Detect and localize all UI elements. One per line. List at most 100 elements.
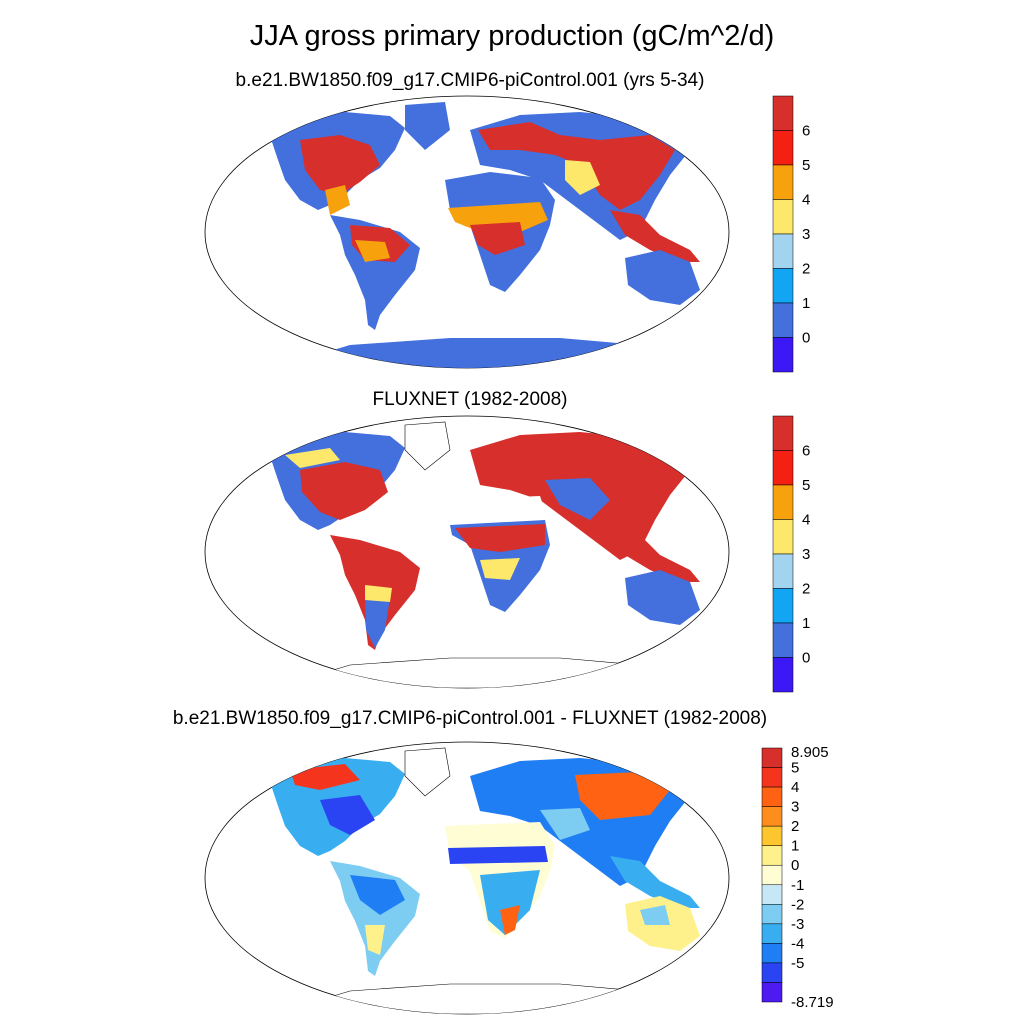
panel2-subtitle: FLUXNET (1982-2008) bbox=[372, 389, 568, 410]
panel3-colorbar-label: -3 bbox=[791, 916, 804, 933]
panel1-colorbar: 6 5 4 3 2 1 0 bbox=[772, 95, 810, 373]
p3-africa-band bbox=[448, 846, 548, 864]
p2-australia bbox=[625, 570, 700, 625]
panel1-colorbar-label: 4 bbox=[802, 192, 810, 209]
p3-eurasia-light bbox=[540, 808, 590, 840]
p1-australia bbox=[625, 250, 700, 305]
panel1-colorbar-label: 6 bbox=[802, 123, 810, 140]
p1-se-asia bbox=[610, 210, 700, 262]
p1-sa-orange bbox=[355, 240, 390, 262]
panel3-colorbar-label: 5 bbox=[791, 760, 799, 777]
p2-na-yellow bbox=[285, 448, 340, 468]
panel3-colorbar-label: -5 bbox=[791, 955, 804, 972]
panel1-colorbar-box bbox=[772, 268, 794, 304]
panel2-colorbar-label: 2 bbox=[802, 581, 810, 598]
panel1-colorbar-box bbox=[772, 95, 794, 131]
panel3-colorbar-box bbox=[761, 845, 783, 866]
panel2-colorbar-box bbox=[772, 588, 794, 624]
panel1-colorbar-box bbox=[772, 302, 794, 338]
panel3-colorbar-label: 3 bbox=[791, 799, 799, 816]
panel2-colorbar-box bbox=[772, 484, 794, 520]
p1-na-orange bbox=[325, 185, 350, 215]
p2-se-asia bbox=[610, 530, 700, 582]
p3-sa-yellow bbox=[365, 925, 385, 955]
p2-na-red bbox=[300, 462, 388, 520]
panel2-colorbar-box bbox=[772, 415, 794, 451]
panel1-subtitle: b.e21.BW1850.f09_g17.CMIP6-piControl.001… bbox=[235, 70, 705, 91]
panel1-colorbar-label: 2 bbox=[802, 261, 810, 278]
panel3-colorbar-box bbox=[761, 904, 783, 925]
p3-africa-hot bbox=[500, 905, 520, 935]
panel3-colorbar-box bbox=[761, 962, 783, 983]
panel1-colorbar-box bbox=[772, 199, 794, 235]
panel3-colorbar-box bbox=[761, 786, 783, 807]
p2-africa-red bbox=[455, 524, 545, 552]
panel3-colorbar-label: 2 bbox=[791, 818, 799, 835]
p3-na-red bbox=[290, 764, 360, 790]
panel3-colorbar-label: 4 bbox=[791, 779, 799, 796]
panel2-colorbar-box bbox=[772, 657, 794, 693]
panel3-colorbar-label: -1 bbox=[791, 877, 804, 894]
panel1-colorbar-label: 0 bbox=[802, 330, 810, 347]
panel2-colorbar-box bbox=[772, 553, 794, 589]
panel1-map bbox=[204, 95, 730, 369]
panel3-colorbar-box bbox=[761, 943, 783, 964]
panel3-colorbar-label: 1 bbox=[791, 838, 799, 855]
panel2-colorbar-label: 6 bbox=[802, 443, 810, 460]
p1-africa-band bbox=[448, 202, 548, 232]
panel3-colorbar-label: -2 bbox=[791, 896, 804, 913]
panel1-colorbar-box bbox=[772, 337, 794, 373]
panel1-colorbar-label: 5 bbox=[802, 157, 810, 174]
panel2-colorbar-label: 0 bbox=[802, 650, 810, 667]
p3-se-asia bbox=[610, 856, 700, 908]
panel1-colorbar-box bbox=[772, 164, 794, 200]
p1-na-red bbox=[300, 135, 380, 195]
panel2-colorbar-box bbox=[772, 519, 794, 555]
p3-greenland bbox=[404, 747, 451, 797]
p1-eurasia-yellow bbox=[565, 160, 600, 195]
panel1-colorbar-box bbox=[772, 130, 794, 166]
panel3-colorbar-label: -8.719 bbox=[791, 994, 834, 1011]
p3-africa-south bbox=[480, 870, 540, 935]
figure-title: JJA gross primary production (gC/m^2/d) bbox=[249, 20, 775, 52]
p2-sahara bbox=[445, 496, 548, 522]
panel2-colorbar-label: 5 bbox=[802, 477, 810, 494]
p2-africa-mid bbox=[480, 558, 520, 580]
p2-greenland bbox=[404, 421, 451, 471]
panel3-colorbar-box bbox=[761, 806, 783, 827]
p1-africa-red bbox=[470, 222, 525, 255]
panel2-colorbar-box bbox=[772, 622, 794, 658]
panel1-colorbar-label: 1 bbox=[802, 295, 810, 312]
p3-australia-blue bbox=[640, 905, 670, 925]
p3-eurasia-red bbox=[575, 772, 670, 820]
panel2-colorbar-label: 1 bbox=[802, 615, 810, 632]
panel3-colorbar-label: 8.905 bbox=[791, 744, 829, 761]
panel3-subtitle: b.e21.BW1850.f09_g17.CMIP6-piControl.001… bbox=[172, 708, 768, 729]
panel3-colorbar-box bbox=[761, 747, 783, 768]
panel2-colorbar-label: 4 bbox=[802, 512, 810, 529]
panel3-colorbar-box bbox=[761, 884, 783, 905]
p1-greenland bbox=[405, 102, 450, 150]
panel3-colorbar-label: -4 bbox=[791, 935, 804, 952]
p2-sa-yellow bbox=[365, 585, 392, 602]
panel3-colorbar-box bbox=[761, 767, 783, 788]
panel3-colorbar-label: 0 bbox=[791, 857, 799, 874]
panel1-colorbar-label: 3 bbox=[802, 226, 810, 243]
panel3-colorbar-box bbox=[761, 982, 783, 1003]
panel3-colorbar-box bbox=[761, 864, 783, 886]
panel3-colorbar-box bbox=[761, 825, 783, 846]
p2-sa-lower bbox=[365, 595, 390, 648]
panel2-colorbar-label: 3 bbox=[802, 546, 810, 563]
p2-eurasia-blue bbox=[545, 478, 610, 520]
panel1-colorbar-box bbox=[772, 233, 794, 269]
p3-sa-blue bbox=[350, 875, 405, 915]
panel2-colorbar: 6 5 4 3 2 1 0 bbox=[772, 415, 810, 693]
panel3-colorbar-box bbox=[761, 923, 783, 944]
p1-eurasia-red bbox=[478, 122, 675, 210]
panel2-colorbar-box bbox=[772, 450, 794, 486]
p3-na-blue bbox=[320, 795, 375, 835]
panel2-map bbox=[204, 415, 730, 689]
